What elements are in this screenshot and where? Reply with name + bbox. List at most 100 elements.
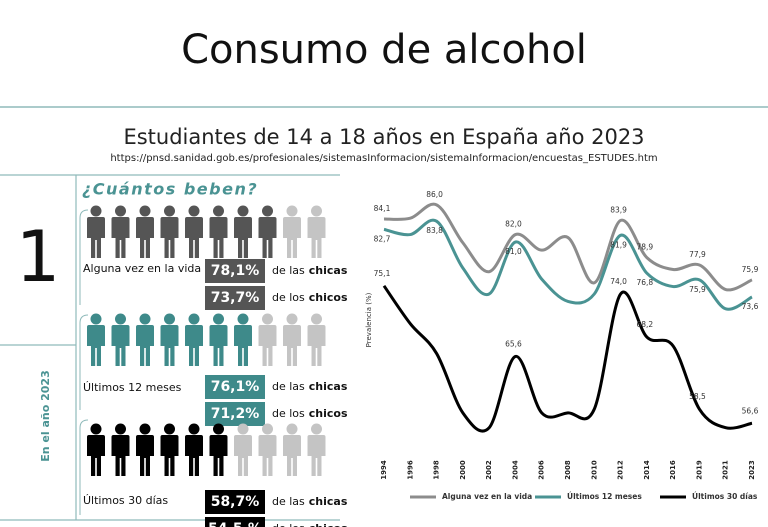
- percent-value: 54,5,%: [208, 521, 262, 527]
- x-tick-label: 1998: [433, 460, 441, 480]
- person-icon: [185, 313, 203, 366]
- gender-text: de las chicas: [272, 264, 348, 277]
- data-label: 74,0: [610, 277, 627, 286]
- x-tick-label: 2012: [617, 460, 625, 480]
- gender-word: chicas: [309, 495, 348, 508]
- x-tick-label: 2004: [511, 460, 519, 480]
- x-tick-label: 1994: [380, 460, 388, 480]
- data-label: 75,9: [689, 285, 706, 294]
- data-label: 68,2: [637, 320, 654, 329]
- series-line: [383, 218, 753, 311]
- data-label: 65,6: [505, 339, 522, 348]
- data-label: 76,8: [637, 278, 654, 287]
- panel-lines: [0, 174, 340, 521]
- data-label: 78,9: [637, 243, 654, 252]
- x-tick-label: 1996: [406, 460, 414, 480]
- series-line: [382, 284, 753, 433]
- x-tick-label: 2023: [748, 460, 756, 480]
- source-url: https://pnsd.sanidad.gob.es/profesionale…: [110, 153, 657, 164]
- gender-word: chicas: [309, 380, 348, 393]
- person-icon: [136, 423, 154, 476]
- prefix: de las: [272, 380, 305, 393]
- percent-box: [205, 517, 265, 527]
- person-icon: [307, 423, 326, 476]
- percent-box: [205, 375, 265, 399]
- section-number: 1: [16, 216, 61, 298]
- data-label: 82,7: [374, 234, 391, 243]
- x-tick-label: 2002: [485, 460, 493, 480]
- percent-value: 58,7%: [211, 494, 260, 510]
- person-icon: [209, 313, 228, 366]
- prefix: de las: [272, 264, 305, 277]
- line-chart: Prevalencia (%) 1994 1996 1998 2000 2002 2004 2…: [365, 190, 759, 501]
- percent-value: 73,7%: [211, 290, 260, 306]
- data-label: 75,9: [742, 265, 759, 274]
- x-tick-label: 2010: [590, 460, 598, 480]
- legend-label: Últimos 30 días: [692, 492, 758, 501]
- side-label: En el año 2023: [39, 370, 52, 462]
- person-icon: [283, 423, 301, 476]
- percent-value: 78,1%: [211, 263, 260, 279]
- x-tick-label: 2019: [695, 460, 703, 480]
- person-icon: [209, 423, 228, 476]
- title: Consumo de alcohol: [181, 27, 587, 73]
- person-icon: [111, 423, 130, 476]
- person-icon: [283, 313, 301, 366]
- data-label: 58,5: [689, 392, 706, 401]
- gender-text: de los chicos: [272, 291, 348, 304]
- person-icon: [307, 205, 326, 258]
- person-icon: [160, 205, 179, 258]
- prefix: de las: [272, 495, 305, 508]
- data-label: 77,9: [689, 250, 706, 259]
- person-icon: [307, 313, 326, 366]
- gender-text: de las chicas: [272, 380, 348, 393]
- gender-word: chicas: [309, 264, 348, 277]
- x-tick-label: 2008: [564, 460, 572, 480]
- data-label: 84,1: [374, 204, 391, 213]
- data-label: 73,6: [742, 302, 759, 311]
- legend-label: Últimos 12 meses: [567, 492, 642, 501]
- person-icon: [111, 313, 130, 366]
- legend-label: Alguna vez en la vida: [442, 492, 532, 501]
- person-icon: [258, 313, 277, 366]
- person-icon: [111, 205, 130, 258]
- person-icon: [234, 205, 252, 258]
- percent-value: 76,1%: [211, 379, 260, 395]
- gender-word: chicos: [309, 522, 348, 527]
- group-label: Últimos 12 meses: [83, 381, 182, 394]
- prefix: de los: [272, 522, 305, 527]
- gender-text: de los chicos: [272, 407, 348, 420]
- person-icon: [234, 313, 252, 366]
- person-icon: [160, 423, 179, 476]
- x-tick-label: 2000: [459, 460, 467, 480]
- data-label: 81,0: [505, 247, 522, 256]
- gender-text: de los chicos: [272, 522, 348, 527]
- left-panel: Alguna vez en la vida 78,1% de las chicas 73…: [83, 205, 348, 527]
- x-tick-label: 2021: [722, 460, 730, 480]
- series-line: [383, 202, 753, 292]
- subtitle: Estudiantes de 14 a 18 años en España añ…: [123, 125, 644, 149]
- person-icon: [160, 313, 179, 366]
- percent-box: [205, 286, 265, 310]
- percent-box: [205, 402, 265, 426]
- person-icon: [234, 423, 252, 476]
- x-tick-label: 2014: [643, 460, 651, 480]
- person-icon: [87, 205, 105, 258]
- percent-box: [205, 259, 265, 283]
- person-icon: [185, 423, 203, 476]
- group-label: Últimos 30 días: [83, 494, 168, 507]
- question: ¿Cuántos beben?: [82, 180, 258, 199]
- gender-word: chicos: [309, 407, 348, 420]
- data-label: 75,1: [374, 269, 391, 278]
- person-icon: [87, 313, 105, 366]
- percent-box: [205, 490, 265, 514]
- percent-value: 71,2%: [211, 406, 260, 422]
- person-icon: [258, 423, 277, 476]
- person-icon: [185, 205, 203, 258]
- prefix: de los: [272, 407, 305, 420]
- group-label: Alguna vez en la vida: [83, 262, 201, 275]
- gender-word: chicos: [309, 291, 348, 304]
- data-label: 81,9: [610, 240, 627, 249]
- y-axis-label: Prevalencia (%): [365, 292, 373, 347]
